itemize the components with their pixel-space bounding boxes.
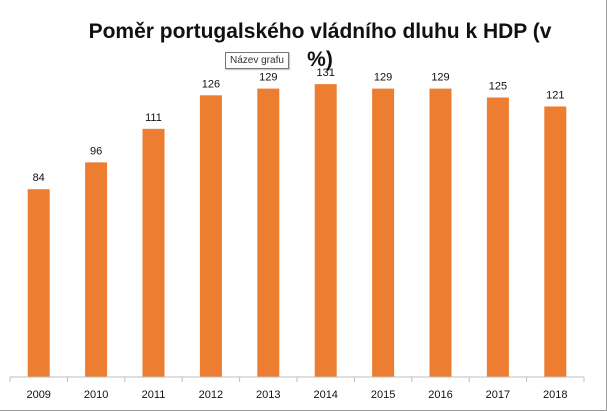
value-label-2017: 125	[489, 81, 507, 93]
x-tick-label-2010: 2010	[84, 389, 108, 401]
bar-2015[interactable]	[372, 88, 395, 377]
chart-title[interactable]: Poměr portugalského vládního dluhu k HDP…	[88, 20, 552, 71]
bars-layer	[27, 84, 567, 378]
x-tick-label-2009: 2009	[26, 389, 50, 401]
value-label-2015: 129	[374, 72, 392, 84]
bar-2010[interactable]	[85, 162, 108, 377]
value-label-2013: 129	[259, 72, 277, 84]
bar-2014[interactable]	[314, 84, 337, 377]
bar-2018[interactable]	[544, 106, 567, 377]
x-tick-label-2017: 2017	[486, 389, 510, 401]
chart-title-tooltip: Název grafu	[225, 52, 289, 69]
x-tick-label-2015: 2015	[371, 389, 395, 401]
value-label-2012: 126	[202, 78, 220, 90]
x-tick-label-2013: 2013	[256, 389, 280, 401]
value-labels-layer: 84 96 111 126 129 131 129 129 125 121	[33, 67, 565, 184]
x-tick-label-2016: 2016	[428, 389, 452, 401]
x-axis-ticks	[9, 377, 585, 382]
value-label-2011: 111	[145, 112, 162, 124]
bar-2017[interactable]	[486, 97, 509, 378]
bar-2009[interactable]	[27, 189, 50, 377]
bar-2016[interactable]	[429, 88, 452, 377]
x-tick-label-2012: 2012	[199, 389, 223, 401]
bar-2011[interactable]	[142, 128, 165, 377]
value-label-2010: 96	[90, 145, 102, 157]
x-tick-label-2014: 2014	[313, 389, 337, 401]
value-label-2014: 131	[317, 67, 335, 79]
bar-2012[interactable]	[199, 95, 222, 378]
value-label-2009: 84	[33, 172, 45, 184]
x-tick-label-2011: 2011	[142, 389, 166, 401]
value-label-2018: 121	[546, 89, 564, 101]
value-label-2016: 129	[431, 72, 449, 84]
x-tick-label-2018: 2018	[543, 389, 567, 401]
x-axis-labels: 2009 2010 2011 2012 2013 2014 2015 2016 2017 2018	[26, 389, 567, 401]
bar-2013[interactable]	[257, 88, 280, 377]
